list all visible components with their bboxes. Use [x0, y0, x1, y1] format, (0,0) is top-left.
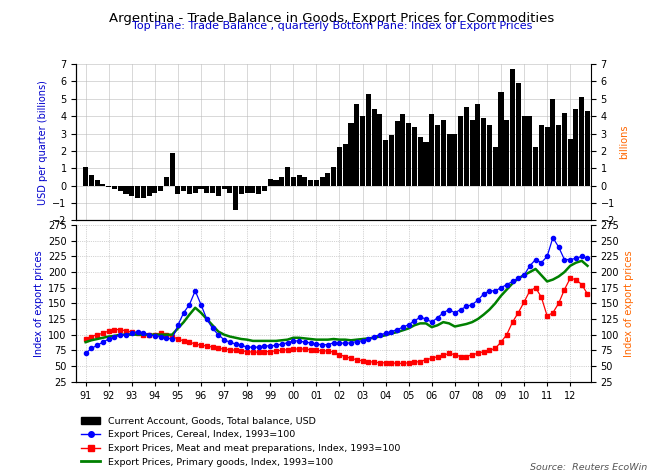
Bar	[164, 177, 169, 186]
Bar	[568, 139, 573, 186]
Bar	[216, 186, 221, 196]
Bar	[256, 186, 261, 194]
Bar	[285, 166, 290, 186]
Bar	[377, 114, 382, 186]
Bar	[193, 186, 198, 192]
Bar	[435, 125, 440, 186]
Bar	[158, 186, 163, 191]
Bar	[118, 186, 123, 191]
Bar	[319, 177, 325, 186]
Bar	[562, 113, 567, 186]
Bar	[539, 125, 544, 186]
Bar	[239, 186, 244, 194]
Bar	[394, 121, 400, 186]
Y-axis label: Index of export prices: Index of export prices	[623, 250, 633, 356]
Bar	[544, 127, 550, 186]
Bar	[400, 114, 406, 186]
Bar	[383, 140, 388, 186]
Bar	[366, 93, 371, 186]
Bar	[100, 184, 106, 186]
Bar	[291, 177, 296, 186]
Bar	[516, 83, 521, 186]
Bar	[112, 186, 117, 189]
Bar	[222, 186, 226, 189]
Text: Argentina - Trade Balance in Goods, Export Prices for Commodities: Argentina - Trade Balance in Goods, Expo…	[110, 12, 554, 25]
Bar	[371, 109, 376, 186]
Bar	[475, 104, 481, 186]
Bar	[175, 186, 181, 194]
Bar	[458, 116, 463, 186]
Bar	[169, 153, 175, 186]
Bar	[521, 116, 527, 186]
Bar	[94, 181, 100, 186]
Bar	[308, 181, 313, 186]
Bar	[452, 134, 457, 186]
Bar	[314, 181, 319, 186]
Bar	[510, 69, 515, 186]
Bar	[205, 186, 209, 192]
Bar	[429, 114, 434, 186]
Bar	[274, 181, 278, 186]
Bar	[499, 92, 503, 186]
Bar	[337, 147, 342, 186]
Bar	[106, 186, 111, 187]
Y-axis label: billions: billions	[620, 125, 629, 159]
Bar	[349, 123, 353, 186]
Bar	[533, 147, 538, 186]
Bar	[574, 109, 578, 186]
Bar	[354, 104, 359, 186]
Bar	[141, 186, 146, 198]
Bar	[585, 111, 590, 186]
Bar	[250, 186, 256, 192]
Bar	[418, 137, 423, 186]
Bar	[89, 175, 94, 186]
Bar	[83, 166, 88, 186]
Bar	[331, 166, 336, 186]
Bar	[550, 99, 555, 186]
Bar	[262, 186, 267, 191]
Bar	[464, 108, 469, 186]
Bar	[441, 119, 446, 186]
Legend: Current Account, Goods, Total balance, USD, Export Prices, Cereal, Index, 1993=1: Current Account, Goods, Total balance, U…	[81, 417, 400, 467]
Bar	[504, 119, 509, 186]
Bar	[360, 116, 365, 186]
Y-axis label: Index of export prices: Index of export prices	[34, 250, 44, 356]
Bar	[412, 127, 417, 186]
Bar	[481, 118, 486, 186]
Bar	[187, 186, 192, 194]
Bar	[579, 97, 584, 186]
Bar	[493, 147, 498, 186]
Text: Source:  Reuters EcoWin: Source: Reuters EcoWin	[530, 463, 647, 472]
Bar	[244, 186, 250, 192]
Bar	[199, 186, 203, 189]
Bar	[268, 179, 273, 186]
Bar	[135, 186, 140, 198]
Y-axis label: USD per quarter (billions): USD per quarter (billions)	[38, 80, 48, 205]
Bar	[297, 175, 301, 186]
Bar	[556, 125, 561, 186]
Bar	[406, 123, 411, 186]
Bar	[487, 125, 492, 186]
Bar	[227, 186, 232, 192]
Bar	[325, 173, 331, 186]
Bar	[389, 135, 394, 186]
Bar	[469, 119, 475, 186]
Bar	[147, 186, 151, 196]
Bar	[152, 186, 157, 192]
Bar	[233, 186, 238, 210]
Bar	[343, 144, 348, 186]
Bar	[302, 177, 307, 186]
Bar	[446, 134, 452, 186]
Bar	[279, 177, 284, 186]
Bar	[424, 142, 428, 186]
Bar	[124, 186, 129, 194]
Bar	[210, 186, 215, 192]
Bar	[527, 116, 533, 186]
Text: Top Pane: Trade Balance , quarterly Bottom Pane: Index of Export Prices: Top Pane: Trade Balance , quarterly Bott…	[132, 21, 532, 31]
Bar	[129, 186, 134, 196]
Bar	[181, 186, 186, 191]
